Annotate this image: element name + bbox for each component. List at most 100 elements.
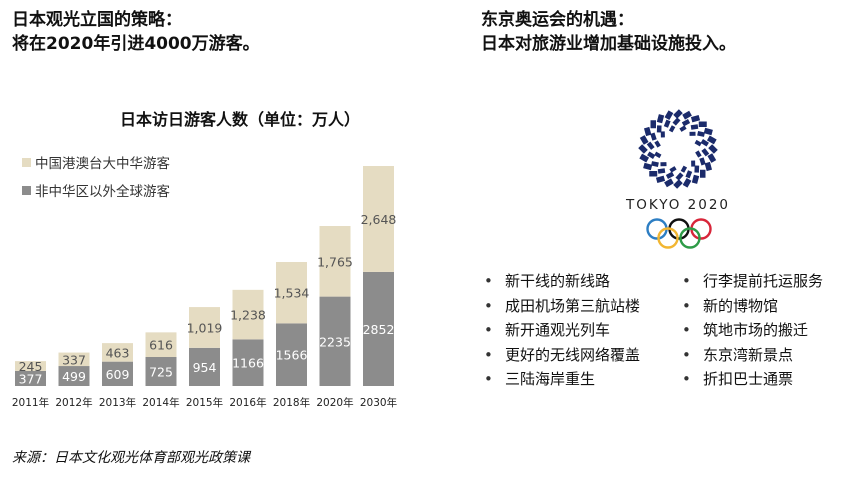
data-label-global: 2852 [363,322,395,337]
x-tick-label: 2015年 [186,396,223,409]
emblem-checker [691,160,696,167]
emblem-checker [680,165,688,173]
x-tick-label: 2018年 [273,396,310,409]
emblem-checker [654,140,661,148]
emblem-checker [650,132,657,141]
source-note: 来源：日本文化观光体育部观光政策课 [12,450,250,466]
list-item-label: 新开通观光列车 [505,321,611,339]
list-item-label: 折扣巴士通票 [703,370,794,388]
list-item-label: 新的博物馆 [703,296,779,315]
emblem-checker [675,172,684,181]
list-item-label: 筑地市场的搬迁 [703,321,809,339]
emblem-checker [695,150,702,158]
emblem-checker [708,144,718,154]
emblem-checker [706,135,717,145]
emblem-checker [654,151,662,159]
emblem-checker [657,168,666,174]
bullet-icon: • [484,321,493,339]
infrastructure-list-right: • 行李提前托运服务 • 新的博物馆 • 筑地市场的搬迁 • 东京湾新景点 • 折扣巴士通票 [682,269,823,392]
data-label-global: 499 [62,369,86,384]
emblem-checker [690,124,699,130]
emblem-checker [660,162,667,167]
data-label-global: 725 [149,365,173,380]
emblem-checker [703,127,713,136]
emblem-checker [643,126,652,137]
list-item: • 新的博物馆 [682,294,823,319]
x-tick-label: 2014年 [142,396,179,409]
emblem-checker [707,153,717,163]
emblem-checker [647,151,656,160]
list-item: • 新干线的新线路 [484,269,640,294]
emblem-checker [697,131,705,137]
emblem-checker [669,166,677,173]
infrastructure-list-left: • 新干线的新线路 • 成田机场第三航站楼 • 新开通观光列车 • 更好的无线网络覆盖 • 三陆海… [484,269,640,392]
emblem-checker [656,125,662,133]
list-item: • 筑地市场的搬迁 [682,318,823,343]
emblem-checker [651,161,659,167]
data-label-global: 377 [19,371,43,386]
bar-greater-china [58,352,90,367]
emblem-checker [691,174,700,184]
emblem-checker [690,114,701,123]
emblem-checker [694,165,700,173]
emblem-checker [701,148,710,157]
emblem-checker [689,131,696,136]
emblem-checker [700,138,709,147]
bar-global [319,296,351,386]
x-tick-label: 2012年 [55,396,92,409]
data-label-global: 2235 [319,334,351,349]
emblem-checker [639,135,649,145]
emblem-checker [699,157,706,166]
emblem-checker [664,178,674,188]
bullet-icon: • [484,345,493,364]
list-item: • 行李提前托运服务 [682,269,823,294]
legend-label-global: 非中华区以外全球游客 [35,184,170,200]
list-item-label: 东京湾新景点 [703,345,794,364]
legend-label-greater-china: 中国港澳台大中华游客 [35,156,170,172]
bullet-icon: • [682,370,691,388]
data-label-global: 954 [193,360,217,375]
emblem-checker [650,120,657,129]
bar-greater-china [15,361,46,371]
emblem-checker [699,169,706,178]
emblem-checker [679,125,687,132]
data-label-greater-china: 1,019 [187,320,223,335]
bar-greater-china [276,262,307,324]
x-tick-label: 2013年 [99,396,136,409]
data-label-greater-china: 463 [106,345,130,360]
bullet-icon: • [682,272,691,290]
bullet-icon: • [682,321,691,339]
data-label-greater-china: 1,765 [317,254,353,269]
emblem-checker [665,171,675,179]
x-tick-label: 2030年 [360,396,397,409]
bullet-icon: • [682,296,691,315]
list-item-label: 行李提前托运服务 [703,272,824,290]
emblem-checker [649,170,658,177]
bullet-icon: • [682,345,691,364]
bar-global [363,271,394,386]
emblem-checker [672,117,681,126]
emblem-checker [694,139,702,147]
emblem-checker [704,161,713,172]
left-headline-2: 将在2020年引进4000万游客。 [12,34,260,54]
emblem-checker [698,121,707,128]
list-item: • 成田机场第三航站楼 [484,294,640,319]
data-label-greater-china: 1,534 [274,286,310,301]
left-headline-1: 日本观光立国的策略： [12,10,182,30]
list-item: • 折扣巴士通票 [682,367,823,392]
bar-greater-china [363,166,394,272]
right-headline-1: 东京奥运会的机遇： [481,10,634,30]
emblem-checker [681,119,691,127]
emblem-checker [660,131,665,138]
legend-item-greater-china: 中国港澳台大中华游客 [22,152,170,172]
list-item: • 东京湾新景点 [682,343,823,368]
bar-global [58,366,90,386]
emblem-checker [664,110,674,121]
data-label-greater-china: 1,238 [230,308,266,323]
x-tick-label: 2020年 [316,396,353,409]
chart-title: 日本访日游客人数（单位：万人） [119,110,360,129]
bar-greater-china [189,307,220,348]
list-item: • 更好的无线网络覆盖 [484,343,640,368]
olympic-ring [657,227,679,249]
